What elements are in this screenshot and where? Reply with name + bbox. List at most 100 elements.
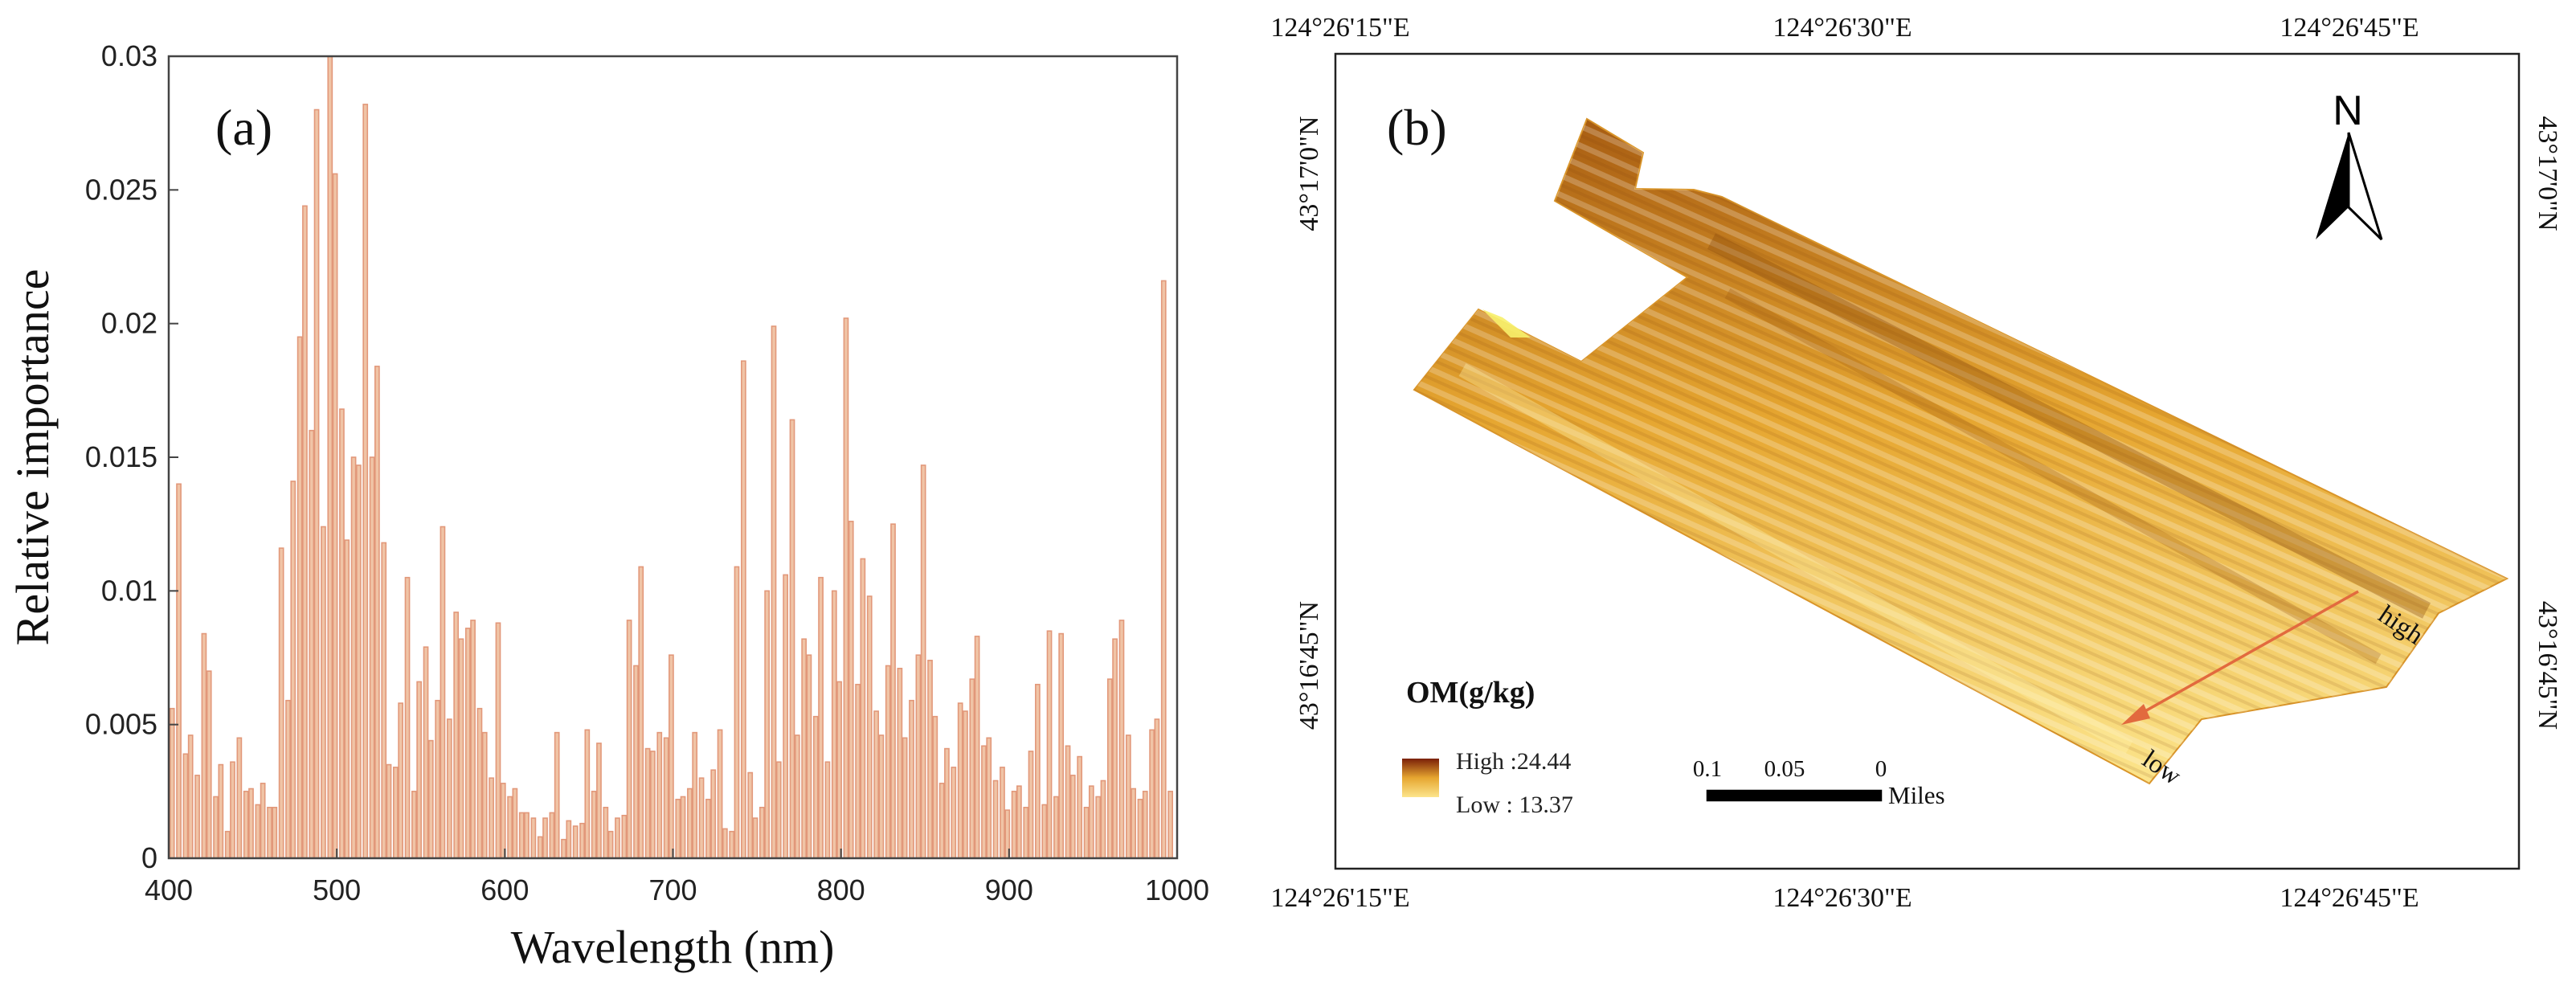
bar-917: [1035, 683, 1041, 858]
bar-735: [729, 830, 735, 858]
bar-588: [481, 731, 488, 858]
y-tick-label: 0.025: [85, 173, 157, 206]
bottom-lon-label-3: 124°26'45"E: [2280, 883, 2419, 913]
bottom-lon-label-2: 124°26'30"E: [1773, 883, 1912, 913]
bar-699: [669, 654, 674, 858]
bar-685: [644, 747, 651, 858]
bar-906: [1016, 785, 1022, 858]
bar-563: [440, 526, 446, 858]
y-tick-label: 0.02: [101, 307, 157, 340]
panel-b-label: (b): [1387, 99, 1447, 156]
bar-792: [824, 761, 831, 858]
bar-542: [404, 576, 411, 858]
bar-674: [626, 620, 632, 858]
bar-574: [458, 638, 464, 858]
bar-896: [1000, 767, 1005, 858]
bar-624: [542, 817, 548, 858]
bar-538: [398, 702, 404, 858]
om-legend: OM(g/kg) High :24.44 Low : 13.37: [1402, 676, 1573, 818]
bar-606: [512, 788, 518, 858]
legend-high-label: High :24.44: [1456, 748, 1571, 775]
bar-653: [591, 791, 597, 858]
bar-499: [332, 173, 338, 858]
bar-721: [705, 799, 711, 858]
bar-592: [489, 777, 494, 858]
x-axis-label: Wavelength (nm): [511, 921, 835, 973]
bar-571: [453, 612, 460, 858]
bar-471: [285, 699, 291, 858]
bar-796: [831, 590, 837, 858]
legend-title: OM(g/kg): [1406, 676, 1535, 710]
bar-885: [981, 745, 987, 858]
x-tick-label: 600: [480, 873, 529, 906]
bar-603: [507, 796, 513, 858]
bar-788: [818, 576, 824, 858]
bar-942: [1077, 755, 1083, 858]
bar-417: [194, 775, 200, 858]
bar-971: [1125, 734, 1131, 858]
bar-813: [860, 558, 866, 858]
bar-521: [369, 456, 375, 858]
bar-799: [836, 681, 842, 858]
bar-656: [596, 743, 602, 858]
bar-985: [1149, 729, 1155, 858]
bar-660: [603, 806, 609, 858]
bar-692: [656, 731, 663, 858]
x-tick-label: 900: [985, 873, 1033, 906]
bar-485: [309, 429, 315, 858]
bar-935: [1065, 745, 1071, 858]
bar-978: [1137, 799, 1143, 858]
x-tick-label: 800: [817, 873, 865, 906]
bar-874: [963, 710, 968, 858]
bar-835: [897, 668, 903, 858]
bar-435: [224, 830, 231, 858]
field-texture: [1414, 119, 2507, 783]
bar-760: [771, 325, 777, 858]
bar-667: [615, 817, 620, 858]
bar-774: [794, 734, 800, 858]
bar-428: [213, 796, 219, 858]
bar-449: [248, 788, 254, 858]
bar-663: [607, 830, 614, 858]
y-tick-label: 0.005: [85, 708, 157, 741]
bar-967: [1118, 620, 1125, 858]
bar-456: [260, 783, 266, 858]
bar-688: [650, 751, 656, 858]
scale-tick-1: 0.1: [1693, 756, 1722, 782]
y-axis-ticks: 0 0.005 0.01 0.015 0.02 0.025 0.03: [85, 39, 178, 874]
bar-717: [698, 777, 705, 858]
dark-band: [1707, 233, 2431, 619]
bar-474: [290, 481, 296, 858]
panel-b-om-map: 124°26'15"E 124°26'30"E 124°26'45"E 124°…: [1270, 13, 2562, 913]
bar-871: [957, 702, 963, 858]
bar-549: [416, 681, 423, 858]
bar-410: [182, 753, 189, 858]
bar-806: [848, 521, 854, 858]
bar-921: [1041, 804, 1048, 858]
x-axis-ticks: 400 500 600 700 800 900 1000: [145, 849, 1209, 906]
bar-596: [495, 622, 501, 858]
bar-478: [296, 336, 303, 858]
bar-696: [663, 737, 669, 858]
bar-888: [986, 737, 992, 858]
bar-828: [885, 665, 891, 858]
bar-992: [1160, 280, 1167, 858]
left-lat-label-2: 43°16'45"N: [1294, 601, 1324, 730]
bar-560: [435, 699, 441, 858]
bar-881: [974, 636, 980, 858]
bar-778: [801, 638, 808, 858]
bar-460: [267, 806, 272, 858]
bar-628: [549, 812, 555, 858]
y-tick-label: 0.03: [101, 39, 157, 72]
bar-706: [680, 796, 686, 858]
bar-910: [1023, 806, 1029, 858]
bar-671: [621, 814, 628, 858]
bar-956: [1100, 779, 1106, 858]
bar-413: [187, 734, 194, 858]
top-lon-label-1: 124°26'15"E: [1270, 13, 1409, 43]
legend-low-label: Low : 13.37: [1456, 792, 1573, 818]
light-band: [1458, 363, 2133, 754]
bar-617: [530, 817, 537, 858]
bar-738: [734, 566, 740, 858]
y-axis-label: Relative importance: [6, 269, 59, 646]
